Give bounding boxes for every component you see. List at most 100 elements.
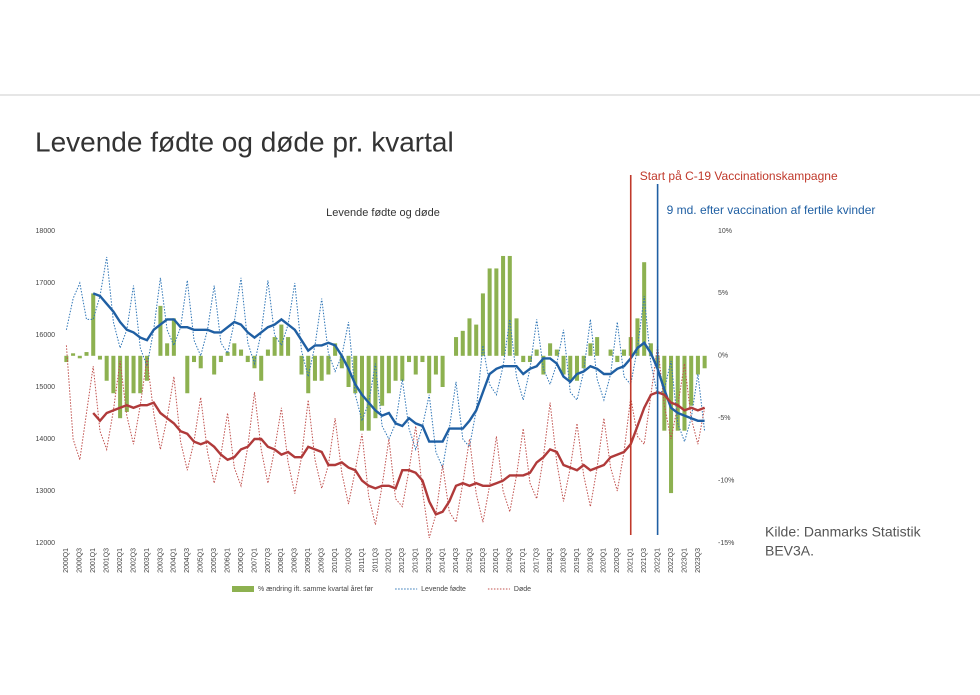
bar (212, 355, 217, 375)
x-tick-label: 2005Q1 (198, 548, 205, 573)
x-tick-label: 2004Q3 (184, 548, 191, 573)
x-tick-label: 2009Q1 (305, 548, 312, 573)
dotted-line (65, 256, 706, 470)
bar (124, 355, 129, 412)
bar (373, 355, 378, 419)
x-tick-label: 2010Q1 (332, 548, 339, 573)
bar (366, 355, 371, 431)
bar (131, 355, 136, 394)
y2-tick-label: -15% (718, 540, 734, 547)
x-tick-label: 2002Q1 (117, 548, 124, 573)
x-tick-label: 2013Q1 (413, 548, 420, 573)
y-tick-label: 12000 (36, 540, 56, 547)
bar (413, 355, 418, 375)
bar (595, 337, 600, 356)
bar (494, 268, 499, 356)
x-tick-label: 2005Q3 (211, 548, 218, 573)
legend-label: Levende fødte (421, 586, 466, 593)
x-tick-label: 2018Q1 (547, 548, 554, 573)
dotted-line (65, 345, 706, 538)
x-tick-label: 2012Q3 (399, 548, 406, 573)
bar (144, 355, 149, 381)
annotation-text: Start på C-19 Vaccinationskampagne (640, 169, 838, 183)
bar (192, 355, 197, 363)
bar (702, 355, 707, 369)
bar (648, 343, 653, 356)
bar (433, 355, 438, 375)
bar (608, 349, 613, 356)
x-tick-label: 2017Q1 (520, 548, 527, 573)
y2-tick-label: -10% (718, 477, 734, 484)
bar (339, 355, 344, 369)
x-tick-label: 2014Q3 (453, 548, 460, 573)
x-tick-label: 2007Q1 (251, 548, 258, 573)
y-tick-label: 18000 (36, 228, 56, 235)
x-tick-label: 2011Q1 (359, 548, 366, 572)
legend-label: Døde (514, 586, 531, 593)
bar (480, 293, 485, 356)
bar (64, 355, 69, 363)
bar (319, 355, 324, 381)
bar (642, 262, 647, 356)
x-tick-label: 2004Q1 (171, 548, 178, 573)
bar (407, 355, 412, 363)
bar (400, 355, 405, 381)
x-tick-label: 2018Q3 (560, 548, 567, 573)
x-tick-label: 2008Q3 (292, 548, 299, 573)
legend-swatch (232, 586, 254, 592)
x-tick-label: 2021Q1 (628, 548, 635, 573)
chart-title: Levende fødte og døde (326, 207, 440, 219)
x-tick-label: 2020Q1 (601, 548, 608, 573)
bar (427, 355, 432, 394)
bar (581, 355, 586, 369)
bar (218, 355, 223, 363)
bar (675, 355, 680, 431)
bar (252, 355, 257, 369)
bar (527, 355, 532, 363)
x-tick-label: 2016Q1 (493, 548, 500, 573)
bar (71, 353, 76, 356)
y-tick-label: 16000 (36, 332, 56, 339)
y2-tick-label: 5% (718, 290, 728, 297)
x-tick-label: 2007Q3 (265, 548, 272, 573)
x-tick-label: 2012Q1 (386, 548, 393, 573)
bar (225, 352, 230, 356)
x-tick-label: 2015Q3 (480, 548, 487, 573)
bar (265, 349, 270, 356)
bar (554, 349, 559, 356)
bar (279, 324, 284, 356)
x-tick-label: 2003Q1 (144, 548, 151, 573)
bar (393, 355, 398, 381)
x-tick-label: 2002Q3 (130, 548, 137, 573)
bar (84, 352, 89, 356)
x-tick-label: 2016Q3 (507, 548, 514, 573)
bar (104, 355, 109, 381)
x-tick-label: 2006Q3 (238, 548, 245, 573)
x-tick-label: 2006Q1 (224, 548, 231, 573)
trend-line (92, 292, 705, 443)
x-tick-label: 2020Q3 (614, 548, 621, 573)
bar (111, 355, 116, 394)
bar (286, 337, 291, 356)
bar (245, 355, 250, 363)
bar (574, 355, 579, 381)
x-tick-label: 2000Q1 (63, 548, 70, 573)
x-tick-label: 2010Q3 (345, 548, 352, 573)
bar (306, 355, 311, 394)
y-tick-label: 15000 (36, 384, 56, 391)
x-tick-label: 2014Q1 (439, 548, 446, 573)
bar (386, 355, 391, 394)
bar (326, 355, 331, 375)
bar (158, 305, 163, 356)
bar (97, 355, 102, 360)
x-tick-label: 2011Q3 (372, 548, 379, 572)
bar (662, 355, 667, 431)
x-tick-label: 2022Q1 (654, 548, 661, 573)
bar (635, 318, 640, 356)
bar (588, 343, 593, 356)
bar (239, 349, 244, 356)
x-tick-label: 2000Q3 (77, 548, 84, 573)
x-tick-label: 2001Q1 (90, 548, 97, 573)
x-tick-label: 2022Q3 (668, 548, 675, 573)
